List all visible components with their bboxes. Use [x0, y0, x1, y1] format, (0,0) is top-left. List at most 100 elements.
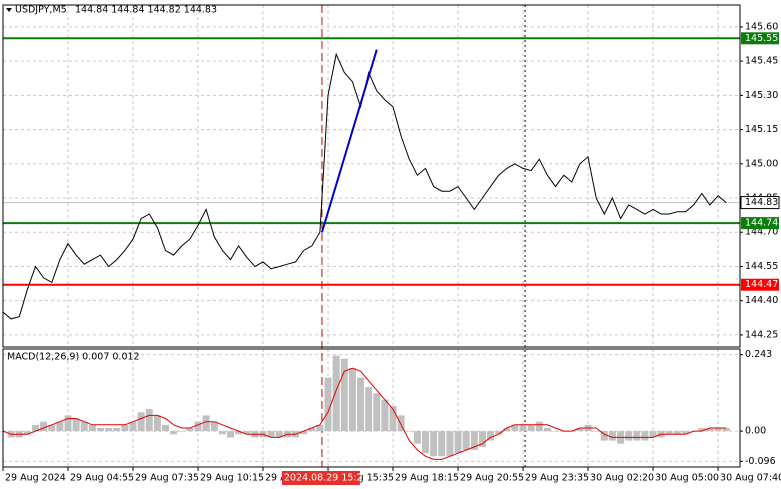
- y-tick-label: 145.45: [745, 56, 778, 67]
- histogram-bar: [625, 431, 633, 441]
- histogram-bar: [202, 415, 210, 432]
- histogram-bar: [64, 415, 72, 432]
- signal-line: [2, 367, 727, 460]
- histogram-bar: [405, 431, 413, 432]
- symbol-title: USDJPY,M5: [15, 5, 67, 16]
- histogram-bar: [422, 431, 430, 454]
- histogram-bar: [543, 427, 551, 432]
- histogram-bar: [495, 431, 503, 435]
- histogram-bar: [324, 377, 332, 432]
- x-tick-label: 29 Aug 23:35: [525, 473, 589, 484]
- histogram-bar: [137, 412, 145, 432]
- histogram-bar: [357, 377, 365, 432]
- histogram-bar: [348, 368, 356, 432]
- y-tick-label: -0.096: [745, 456, 776, 467]
- histogram-bar: [446, 431, 454, 457]
- y-tick-label: 145.60: [745, 21, 778, 32]
- histogram-bar: [649, 431, 657, 438]
- x-tick-label: 29 Aug 18:15: [395, 473, 459, 484]
- x-tick-label: 30 Aug 07:40: [720, 473, 781, 484]
- histogram-bar: [105, 427, 113, 432]
- macd-title: MACD(12,26,9) 0.007 0.012: [7, 352, 140, 363]
- level-label-box: [741, 278, 779, 291]
- level-label: 144.47: [745, 279, 778, 290]
- histogram-bar: [682, 431, 690, 435]
- cursor-label-box: [281, 471, 360, 485]
- histogram-bar: [235, 431, 243, 435]
- level-label-box: [741, 32, 779, 45]
- x-tick-label: 29 Aug 10:15: [200, 473, 264, 484]
- level-label-box: [741, 217, 779, 230]
- histogram-bar: [413, 431, 421, 444]
- y-tick-label: 145.00: [745, 158, 778, 169]
- histogram-bar: [641, 431, 649, 441]
- histogram-bar: [178, 431, 186, 432]
- histogram-bar: [389, 405, 397, 432]
- histogram-bar: [592, 431, 600, 432]
- x-tick-label: 29 Aug 2024: [5, 473, 66, 484]
- histogram-bar: [673, 431, 681, 435]
- histogram-bar: [129, 421, 137, 432]
- level-label: 145.55: [745, 33, 778, 44]
- histogram-bar: [32, 424, 40, 432]
- histogram-bar: [162, 424, 170, 432]
- histogram-bar: [113, 427, 121, 432]
- histogram-bar: [487, 431, 495, 441]
- y-tick-label: 0.243: [745, 349, 772, 360]
- x-tick-label: 30 Aug 05:00: [655, 473, 719, 484]
- histogram-bar: [527, 424, 535, 432]
- histogram-bar: [170, 431, 178, 435]
- y-tick-label: 144.40: [745, 295, 778, 306]
- histogram-bar: [462, 431, 470, 451]
- histogram-bar: [80, 421, 88, 432]
- y-tick-label: 144.70: [745, 227, 778, 238]
- x-tick-label: 29 Aug 20:55: [460, 473, 524, 484]
- level-label-box: [740, 196, 780, 210]
- histogram-bar: [535, 421, 543, 432]
- histogram-bar: [97, 427, 105, 432]
- histogram-bar: [194, 421, 202, 432]
- histogram-bar: [145, 409, 153, 432]
- menu-icon: [6, 8, 12, 12]
- histogram-bar: [454, 431, 462, 454]
- price-frame: [2, 4, 741, 348]
- level-label: 144.83: [745, 197, 778, 208]
- y-tick-label: 145.30: [745, 90, 778, 101]
- histogram-bar: [438, 431, 446, 457]
- quote-text: 144.84 144.84 144.82 144.83: [75, 5, 217, 16]
- histogram-bar: [665, 431, 673, 435]
- histogram-bar: [275, 431, 283, 438]
- x-tick-label: 29 Aug 15:35: [330, 473, 394, 484]
- histogram-bar: [714, 427, 722, 432]
- histogram-bar: [365, 387, 373, 432]
- cursor-label: 2024.08.29 15:20: [284, 473, 369, 484]
- histogram-bar: [23, 431, 31, 435]
- x-tick-label: 29 Aug 07:35: [135, 473, 199, 484]
- y-tick-label: 144.25: [745, 329, 778, 340]
- histogram-bar: [381, 399, 389, 432]
- histogram-bar: [430, 431, 438, 457]
- histogram-bar: [478, 431, 486, 447]
- histogram-bar: [373, 393, 381, 432]
- x-tick-label: 29 Aug 04:55: [70, 473, 134, 484]
- level-label: 144.74: [745, 218, 778, 229]
- histogram-bar: [186, 427, 194, 432]
- histogram-bar: [218, 431, 226, 435]
- histogram-bar: [698, 427, 706, 432]
- histogram-bar: [340, 358, 348, 432]
- x-tick-label: 30 Aug 02:20: [590, 473, 654, 484]
- histogram-bar: [300, 431, 308, 435]
- histogram-bar: [48, 424, 56, 432]
- histogram-bar: [88, 424, 96, 432]
- histogram-bar: [56, 421, 64, 432]
- histogram-bar: [267, 431, 275, 438]
- histogram-bar: [210, 421, 218, 432]
- histogram-bar: [706, 427, 714, 432]
- histogram-bar: [308, 427, 316, 432]
- trend-line: [320, 49, 378, 233]
- histogram-bar: [470, 431, 478, 451]
- histogram-bar: [316, 424, 324, 432]
- histogram-bar: [576, 427, 584, 432]
- histogram-bar: [608, 431, 616, 441]
- histogram-bar: [121, 424, 129, 432]
